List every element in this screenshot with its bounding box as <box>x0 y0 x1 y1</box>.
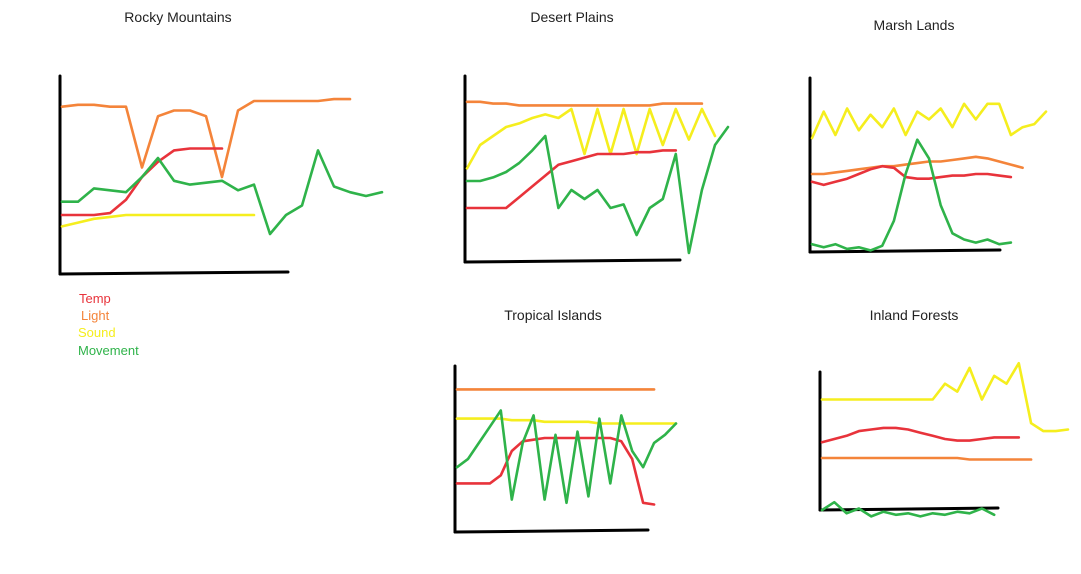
x-axis-line <box>463 258 682 264</box>
series-line-light <box>810 155 1024 176</box>
panel-inland-forests <box>818 361 1070 518</box>
series-line-sound <box>820 361 1070 433</box>
legend-item-temp: Temp <box>79 291 111 306</box>
series-line-movement <box>455 409 678 505</box>
series-line-light <box>465 100 704 107</box>
chart-title-desert-plains: Desert Plains <box>530 9 613 25</box>
panel-desert-plains <box>463 74 730 264</box>
chart-title-tropical-islands: Tropical Islands <box>504 307 602 323</box>
series-line-movement <box>810 138 1013 252</box>
chart-title-rocky-mountains: Rocky Mountains <box>124 9 231 25</box>
series-line-temp <box>455 436 656 506</box>
legend-item-light: Light <box>81 308 110 323</box>
legend-item-sound: Sound <box>78 325 116 340</box>
panel-marsh-lands <box>808 76 1048 254</box>
series-line-movement <box>60 149 384 236</box>
series-line-movement <box>465 125 730 255</box>
series-line-temp <box>820 426 1021 444</box>
legend-item-movement: Movement <box>78 343 139 358</box>
panel-tropical-islands <box>453 364 678 534</box>
series-line-movement <box>820 500 996 518</box>
x-axis-line <box>453 528 650 534</box>
series-line-sound <box>455 417 678 425</box>
x-axis-line <box>58 270 290 276</box>
series-line-temp <box>60 147 224 217</box>
legend: Temp Light Sound Movement <box>78 291 139 358</box>
series-line-temp <box>465 149 678 210</box>
x-axis-line <box>808 248 1002 254</box>
panel-rocky-mountains <box>58 74 384 276</box>
series-line-sound <box>810 102 1048 140</box>
series-line-light <box>820 456 1033 461</box>
x-axis-line <box>818 506 1000 512</box>
chart-title-inland-forests: Inland Forests <box>870 307 959 323</box>
series-line-light <box>60 97 352 179</box>
series-line-temp <box>810 164 1013 187</box>
series-line-sound <box>465 107 717 170</box>
chart-title-marsh-lands: Marsh Lands <box>874 17 955 33</box>
series-line-sound <box>60 213 256 228</box>
